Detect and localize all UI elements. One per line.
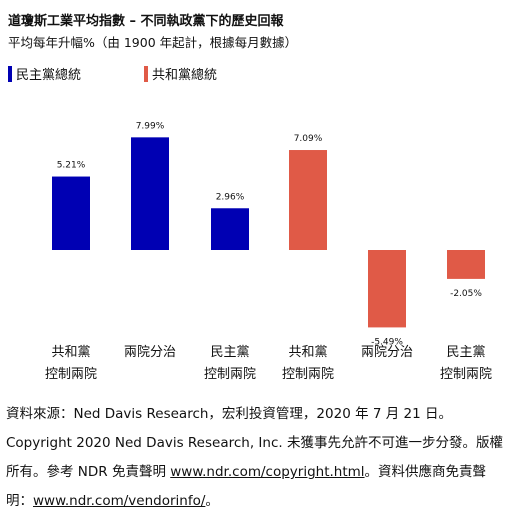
category-label: 控制兩院 — [45, 367, 97, 382]
bar-democrat-1 — [131, 137, 169, 250]
legend-item-democrat: 民主黨總統 — [8, 64, 81, 83]
bar-democrat-2 — [211, 208, 249, 250]
data-label: -5.49% — [371, 337, 403, 347]
category-label: 民主黨 — [210, 345, 249, 360]
category-label: 兩院分治 — [124, 345, 176, 360]
ndr-copyright-link[interactable]: www.ndr.com/copyright.html — [170, 464, 365, 480]
footnote-source: 資料來源：Ned Davis Research，宏利投資管理，2020 年 7 … — [6, 406, 503, 480]
ndr-vendorinfo-link[interactable]: www.ndr.com/vendorinfo/ — [33, 493, 206, 509]
legend-label-republican: 共和黨總統 — [152, 68, 218, 83]
chart-title: 道瓊斯工業平均指數 – 不同執政黨下的歷史回報 — [8, 14, 284, 29]
bar-republican-0 — [289, 150, 327, 250]
bar-republican-1 — [368, 250, 406, 328]
footnote: 資料來源：Ned Davis Research，宏利投資管理，2020 年 7 … — [6, 400, 509, 516]
footnote-end: 。 — [205, 493, 219, 509]
category-label: 共和黨 — [288, 345, 327, 360]
footnote-mid: 。資料供應商免責聲明： — [6, 464, 487, 509]
legend-swatch-democrat — [8, 65, 12, 82]
data-label: 7.99% — [136, 121, 165, 131]
bar-democrat-0 — [52, 176, 90, 250]
category-label: 控制兩院 — [282, 367, 334, 382]
legend-swatch-republican — [144, 65, 148, 82]
bar-republican-2 — [447, 250, 485, 279]
chart-subtitle: 平均每年升幅%（由 1900 年起計，根據每月數據） — [8, 35, 298, 50]
category-label: 控制兩院 — [440, 367, 492, 382]
data-label: 7.09% — [294, 134, 323, 144]
category-label: 共和黨 — [51, 345, 90, 360]
data-label: -2.05% — [450, 289, 482, 299]
category-label: 兩院分治 — [361, 345, 413, 360]
category-label: 控制兩院 — [204, 367, 256, 382]
legend-label-democrat: 民主黨總統 — [16, 68, 82, 83]
data-label: 5.21% — [57, 161, 86, 171]
data-label: 2.96% — [216, 192, 245, 202]
category-label: 民主黨 — [446, 345, 485, 360]
legend-item-republican: 共和黨總統 — [144, 64, 217, 83]
legend: 民主黨總統 共和黨總統 — [8, 64, 508, 84]
